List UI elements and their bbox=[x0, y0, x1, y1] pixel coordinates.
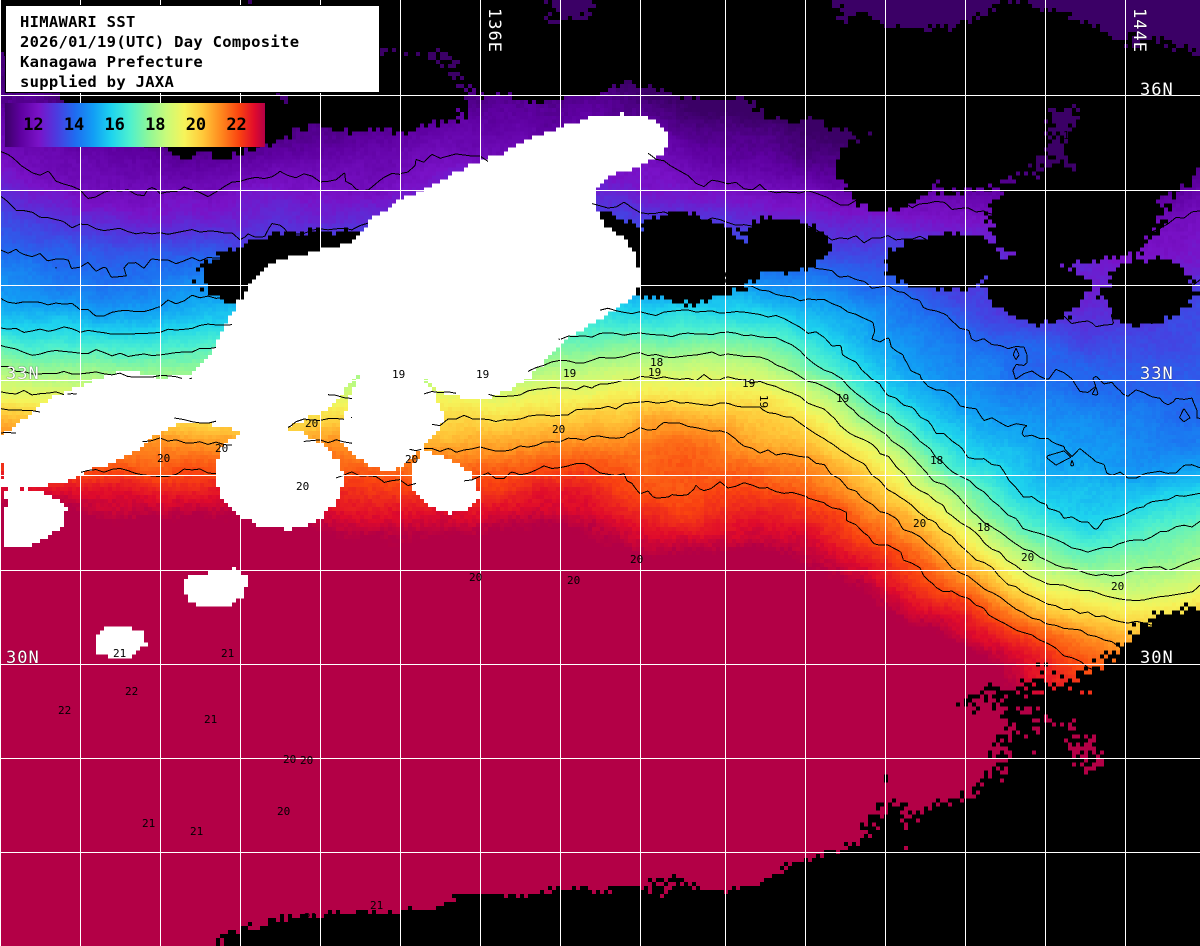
contour-label-22: 22 bbox=[125, 685, 139, 698]
contour-label-19: 19 bbox=[648, 366, 662, 379]
contour-label-18: 18 bbox=[930, 454, 944, 467]
graticule-parallel bbox=[0, 285, 1200, 286]
graticule-meridian bbox=[80, 0, 81, 946]
contour-label-20: 20 bbox=[1021, 551, 1035, 564]
graticule-parallel bbox=[0, 190, 1200, 191]
longitude-label-144E: 144E bbox=[1129, 8, 1149, 53]
graticule-meridian bbox=[160, 0, 161, 946]
contour-label-20: 20 bbox=[305, 417, 319, 430]
graticule-meridian bbox=[1125, 0, 1126, 946]
graticule-meridian bbox=[480, 0, 481, 946]
graticule-meridian bbox=[965, 0, 966, 946]
contour-label-21: 21 bbox=[113, 647, 127, 660]
graticule-parallel bbox=[0, 570, 1200, 571]
graticule-parallel bbox=[0, 380, 1200, 381]
graticule-meridian bbox=[400, 0, 401, 946]
contour-label-20: 20 bbox=[630, 553, 644, 566]
graticule-meridian bbox=[240, 0, 241, 946]
colorbar-gradient bbox=[5, 103, 265, 147]
graticule-meridian bbox=[1045, 0, 1046, 946]
graticule-meridian bbox=[560, 0, 561, 946]
contour-label-20: 20 bbox=[1111, 580, 1125, 593]
graticule-parallel bbox=[0, 95, 1200, 96]
contour-label-20: 20 bbox=[215, 442, 229, 455]
colorbar-tick-12: 12 bbox=[23, 115, 44, 135]
graticule-parallel bbox=[0, 475, 1200, 476]
sst-colorbar: 12 14 16 18 20 22 bbox=[5, 103, 265, 147]
contour-label-18: 18 bbox=[977, 521, 991, 534]
graticule-meridian bbox=[0, 0, 1, 946]
colorbar-tick-14: 14 bbox=[63, 115, 85, 135]
contour-label-20: 20 bbox=[552, 423, 566, 436]
colorbar-tick-16: 16 bbox=[104, 115, 125, 135]
title-card: HIMAWARI SST 2026/01/19(UTC) Day Composi… bbox=[5, 5, 380, 93]
colorbar-tick-labels: 12 14 16 18 20 22 bbox=[5, 103, 265, 147]
title-line-datetime: 2026/01/19(UTC) Day Composite bbox=[20, 33, 300, 51]
contour-label-19: 19 bbox=[476, 368, 490, 381]
title-line-region: Kanagawa Prefecture bbox=[20, 53, 204, 71]
contour-label-18: 18 bbox=[650, 356, 664, 369]
contour-label-16: 16 bbox=[897, 52, 911, 65]
contour-label-20: 20 bbox=[913, 517, 927, 530]
contour-label-22: 22 bbox=[58, 704, 72, 717]
contour-label-18: 18 bbox=[1173, 287, 1187, 300]
graticule-meridian bbox=[885, 0, 886, 946]
contour-label-20: 20 bbox=[283, 753, 297, 766]
latitude-label-36N-right: 36N bbox=[1140, 80, 1174, 100]
graticule-parallel bbox=[0, 852, 1200, 853]
contour-label-21: 21 bbox=[204, 713, 218, 726]
contour-label-20: 20 bbox=[296, 480, 310, 493]
contour-label-19: 19 bbox=[836, 392, 850, 405]
contour-label-19: 19 bbox=[392, 368, 406, 381]
longitude-label-136E: 136E bbox=[484, 8, 504, 53]
contour-label-20: 20 bbox=[277, 805, 291, 818]
latitude-label-30N-right: 30N bbox=[1140, 648, 1174, 668]
graticule-meridian bbox=[640, 0, 641, 946]
contour-label-14: 14 bbox=[895, 127, 909, 140]
contour-label-19: 19 bbox=[742, 377, 756, 390]
latitude-label-33N-left: 33N bbox=[6, 364, 40, 384]
contour-label-16: 16 bbox=[1063, 129, 1077, 142]
contour-label-20: 20 bbox=[567, 574, 581, 587]
latitude-label-33N-right: 33N bbox=[1140, 364, 1174, 384]
title-line-product: HIMAWARI SST bbox=[20, 13, 136, 31]
contour-label-21: 21 bbox=[370, 899, 384, 912]
graticule-meridian bbox=[805, 0, 806, 946]
contour-label-20: 20 bbox=[469, 571, 483, 584]
contour-label-19: 19 bbox=[563, 367, 577, 380]
colorbar-tick-20: 20 bbox=[185, 115, 207, 135]
contour-label-21: 21 bbox=[190, 825, 204, 838]
graticule-parallel bbox=[0, 664, 1200, 665]
contour-label-20: 20 bbox=[300, 754, 314, 767]
graticule-meridian bbox=[320, 0, 321, 946]
contour-label-20: 20 bbox=[405, 453, 419, 466]
contour-label-21: 21 bbox=[221, 647, 235, 660]
graticule-meridian bbox=[725, 0, 726, 946]
colorbar-tick-18: 18 bbox=[145, 115, 166, 135]
latitude-label-30N-left: 30N bbox=[6, 648, 40, 668]
contour-label-21: 21 bbox=[142, 817, 156, 830]
title-line-provider: supplied by JAXA bbox=[20, 73, 175, 91]
contour-label-17: 17 bbox=[1103, 69, 1117, 82]
contour-label-21: 21 bbox=[304, 911, 318, 924]
contour-label-20: 20 bbox=[157, 452, 171, 465]
graticule-parallel bbox=[0, 758, 1200, 759]
colorbar-tick-22: 22 bbox=[226, 115, 247, 135]
